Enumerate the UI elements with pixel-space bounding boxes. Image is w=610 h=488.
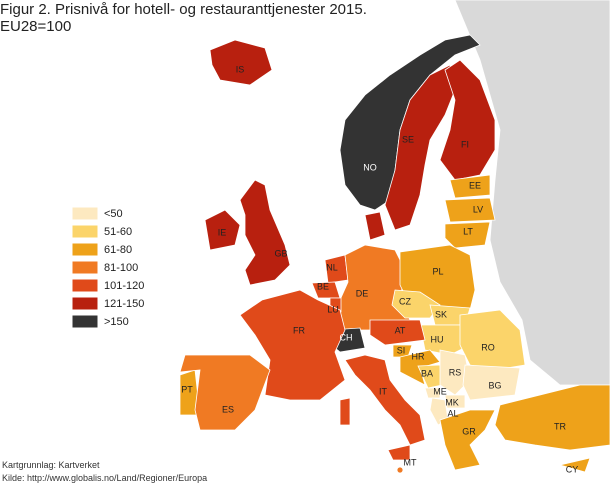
country-label: MT [404,457,417,467]
country-shape [459,309,526,371]
country-label: GB [274,248,287,258]
country-label: PT [181,384,193,394]
legend-label: <50 [104,208,123,220]
country-label: HR [412,351,425,361]
country-label: IE [218,227,227,237]
country-shape [179,354,271,431]
country-shape [559,457,591,473]
legend-label: 121-150 [104,298,144,310]
country-shape [209,39,273,86]
country-label: EE [469,180,481,190]
country-label: LU [327,304,339,314]
country-label: GR [462,426,476,436]
country-shape [391,289,441,319]
country-label: CY [566,464,579,474]
country-label: RS [449,367,462,377]
country-shape [344,354,426,446]
country-label: SI [397,345,406,355]
country-label: SE [402,134,414,144]
country-label: LT [463,226,473,236]
legend-swatch [71,278,99,293]
country-label: FR [293,325,305,335]
country-shape [444,221,491,249]
country-labels: IS NO SE FI EE LV LT IE GB NL BE LU DE PL CZ SK HU RO AT CH… [181,64,578,474]
country-shape [384,64,456,231]
country-shape [239,289,346,401]
country-shape [439,59,496,181]
country-label: FI [461,139,469,149]
country-label: TR [554,421,566,431]
country-shape [439,349,471,396]
country-shape [494,384,610,451]
legend-swatch [71,314,99,329]
country-label: BG [488,380,501,390]
country-shape [387,444,411,461]
legend-swatch [71,206,99,221]
country-label: PL [432,266,443,276]
other-land [454,0,610,386]
country-shape [339,397,351,426]
country-shape [339,34,481,211]
country-shape [444,197,496,223]
country-label: BA [421,368,433,378]
country-shape [204,209,241,251]
map-subtitle: EU28=100 [0,18,71,35]
source: Kartgrunnlag: Kartverket [2,460,100,470]
map-title: Figur 2. Prisnivå for hotell- og restaur… [0,1,367,18]
country-shape [239,179,291,286]
legend-label: >150 [104,316,129,328]
legend-swatch [71,242,99,257]
country-label: ME [433,386,447,396]
country-shape [396,466,404,474]
legend-label: 61-80 [104,244,132,256]
legend-swatch [71,260,99,275]
country-label: NL [326,262,338,272]
country-label: MK [445,397,459,407]
source: Kilde: http://www.globalis.no/Land/Regio… [2,473,207,483]
country-label: RO [481,342,495,352]
legend-label: 51-60 [104,226,132,238]
country-label: IS [236,64,245,74]
country-label: CH [340,332,353,342]
country-label: AT [395,325,406,335]
countries [179,34,610,474]
country-shape [369,319,426,346]
country-shape [364,211,386,241]
country-label: NO [363,162,377,172]
country-label: ES [222,404,234,414]
country-shape [449,174,491,199]
country-label: BE [317,281,329,291]
country-label: CZ [399,296,411,306]
country-label: IT [379,386,388,396]
country-label: DE [356,288,369,298]
country-shape [419,324,471,356]
country-shape [444,394,466,409]
legend-swatch [71,296,99,311]
legend-swatch [71,224,99,239]
country-label: AL [447,408,458,418]
legend-label: 81-100 [104,262,138,274]
country-shape [439,409,496,471]
country-label: SK [435,309,447,319]
legend-label: 101-120 [104,280,144,292]
country-label: HU [431,334,444,344]
country-shape [424,387,441,399]
country-label: LV [473,204,483,214]
country-shape [339,244,411,331]
country-shape [462,364,521,401]
legend: <50 51-60 61-80 81-100 101-120 121-150 >150 [71,206,144,329]
